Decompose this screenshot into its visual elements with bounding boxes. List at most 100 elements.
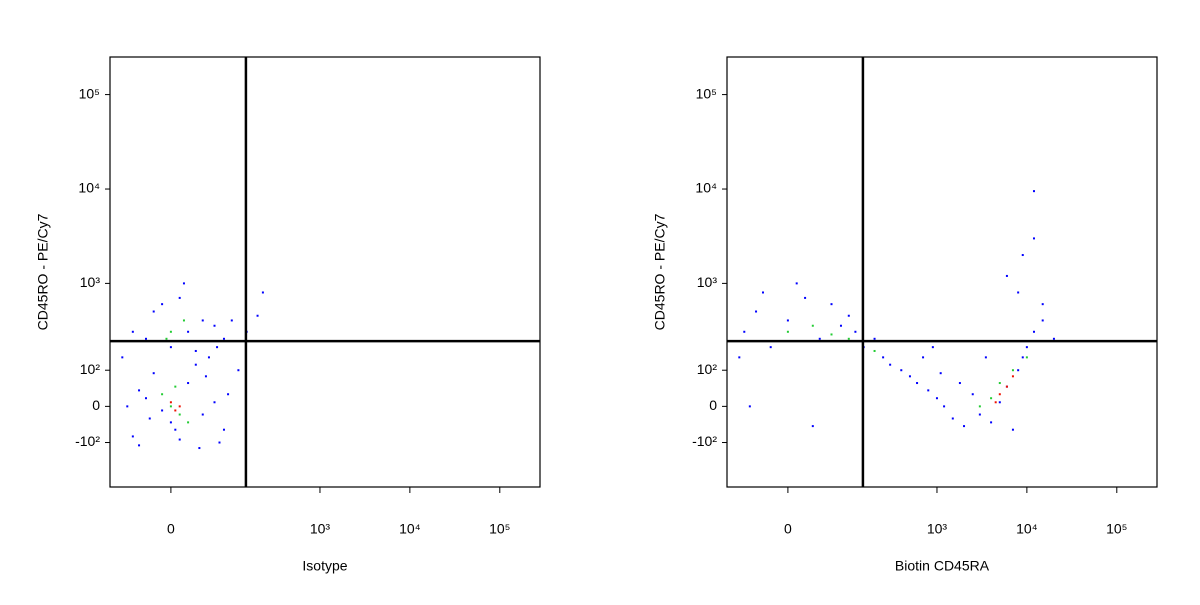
point <box>1032 330 1035 333</box>
point <box>144 397 147 400</box>
point <box>187 421 190 424</box>
point <box>786 319 789 322</box>
point <box>769 346 772 349</box>
point <box>213 324 216 327</box>
point <box>1025 356 1028 359</box>
point <box>178 413 181 416</box>
point <box>847 337 850 340</box>
point <box>201 319 204 322</box>
point <box>152 372 155 375</box>
point <box>121 356 124 359</box>
point <box>131 435 134 438</box>
point <box>182 282 185 285</box>
point <box>230 319 233 322</box>
point <box>174 385 177 388</box>
point <box>174 409 177 412</box>
point <box>889 363 892 366</box>
point <box>943 405 946 408</box>
point <box>978 405 981 408</box>
point <box>138 444 141 447</box>
point <box>201 413 204 416</box>
point <box>178 296 181 299</box>
point <box>198 447 201 450</box>
point <box>1021 356 1024 359</box>
point <box>958 382 961 385</box>
point <box>1011 375 1014 378</box>
point <box>204 375 207 378</box>
y-tick-label: -10² <box>692 433 717 449</box>
point <box>1017 369 1020 372</box>
point <box>990 397 993 400</box>
point <box>984 356 987 359</box>
point <box>178 405 181 408</box>
point <box>971 393 974 396</box>
point <box>227 393 230 396</box>
point <box>1005 274 1008 277</box>
y-tick-label: 0 <box>709 397 717 413</box>
point <box>1011 428 1014 431</box>
y-tick-label: 10⁴ <box>78 180 100 196</box>
point <box>1052 337 1055 340</box>
point <box>213 401 216 404</box>
point <box>854 330 857 333</box>
point <box>998 393 1001 396</box>
point <box>222 428 225 431</box>
point <box>169 405 172 408</box>
point <box>182 319 185 322</box>
point <box>748 405 751 408</box>
point <box>873 349 876 352</box>
point <box>1011 369 1014 372</box>
y-axis-label: CD45RO - PE/Cy7 <box>35 213 51 330</box>
point <box>169 421 172 424</box>
point <box>998 382 1001 385</box>
point <box>882 356 885 359</box>
x-tick-label: 10³ <box>927 521 948 537</box>
point <box>786 330 789 333</box>
point <box>161 393 164 396</box>
y-tick-label: 10² <box>80 361 101 377</box>
point <box>222 337 225 340</box>
x-tick-label: 10⁴ <box>399 521 421 537</box>
point <box>237 369 240 372</box>
y-tick-label: 10³ <box>697 274 718 290</box>
point <box>994 401 997 404</box>
point <box>963 425 966 428</box>
point <box>207 356 210 359</box>
point <box>873 337 876 340</box>
point <box>152 310 155 313</box>
point <box>978 413 981 416</box>
point <box>951 417 954 420</box>
point <box>165 337 168 340</box>
point <box>900 369 903 372</box>
point <box>743 330 746 333</box>
x-tick-label: 0 <box>167 521 175 537</box>
point <box>169 401 172 404</box>
y-tick-label: -10² <box>75 433 100 449</box>
point <box>178 438 181 441</box>
y-tick-label: 0 <box>92 397 100 413</box>
point <box>1021 254 1024 257</box>
point <box>131 330 134 333</box>
point <box>187 382 190 385</box>
point <box>908 375 911 378</box>
point <box>218 441 221 444</box>
point <box>256 314 259 317</box>
point <box>1041 319 1044 322</box>
point <box>187 330 190 333</box>
point <box>194 363 197 366</box>
point <box>847 314 850 317</box>
y-tick-label: 10⁵ <box>79 85 100 101</box>
point <box>1032 190 1035 193</box>
point <box>931 346 934 349</box>
point <box>161 303 164 306</box>
point <box>138 389 141 392</box>
point <box>939 372 942 375</box>
x-tick-label: 10³ <box>310 521 331 537</box>
point <box>927 389 930 392</box>
point <box>1032 237 1035 240</box>
point <box>811 425 814 428</box>
point <box>839 324 842 327</box>
point <box>174 428 177 431</box>
point <box>194 349 197 352</box>
